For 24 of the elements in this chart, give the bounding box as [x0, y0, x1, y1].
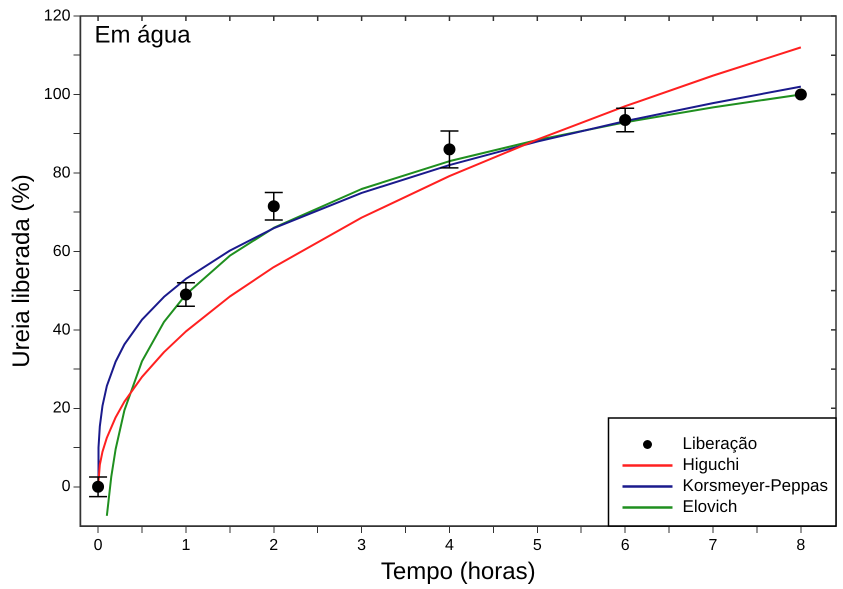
legend-label: Elovich — [682, 497, 738, 516]
x-axis-title: Tempo (horas) — [380, 558, 536, 586]
y-tick-label: 20 — [52, 400, 71, 417]
annotation: Em água — [94, 22, 192, 49]
y-tick-label: 0 — [62, 478, 71, 496]
legend-label: Korsmeyer-Peppas — [682, 476, 828, 496]
y-tick-label: 60 — [52, 242, 71, 260]
x-tick-label: 6 — [620, 537, 630, 554]
legend-label: Higuchi — [682, 455, 740, 474]
y-axis-title: Ureia liberada (%) — [8, 174, 36, 368]
x-tick-label: 7 — [708, 537, 718, 554]
y-tick-label: 40 — [52, 321, 71, 338]
x-tick-label: 0 — [94, 537, 103, 554]
x-tick-label: 1 — [181, 537, 190, 554]
x-tick-label: 3 — [357, 537, 366, 554]
x-tick-label: 5 — [532, 537, 542, 554]
point — [794, 88, 807, 100]
y-tick-label: 100 — [44, 86, 71, 103]
y-tick-label: 80 — [52, 164, 71, 182]
x-tick-label: 8 — [796, 537, 806, 554]
x-tick-label: 2 — [269, 537, 278, 554]
x-tick-label: 4 — [445, 537, 454, 554]
y-tick-label: 120 — [44, 7, 71, 24]
legend-label: Liberação — [682, 434, 758, 454]
